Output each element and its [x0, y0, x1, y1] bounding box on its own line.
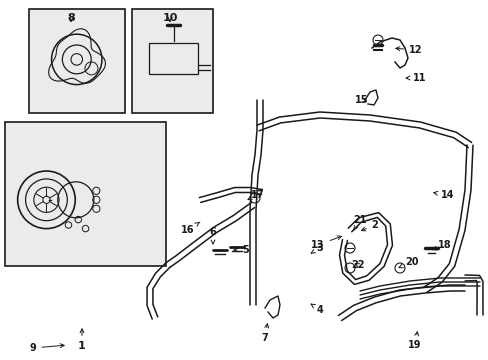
Text: 19: 19 [407, 332, 421, 350]
Bar [149, 43, 198, 74]
Text: 21: 21 [352, 215, 366, 230]
Text: 3: 3 [310, 243, 323, 253]
Text: 10: 10 [162, 13, 177, 23]
Text: 8: 8 [67, 13, 75, 23]
Text: 11: 11 [405, 73, 426, 83]
Text: 1: 1 [78, 329, 86, 351]
Text: 18: 18 [432, 240, 451, 250]
Bar [5, 122, 166, 266]
Text: 4: 4 [310, 304, 323, 315]
Text: 5: 5 [233, 245, 249, 255]
Text: 15: 15 [354, 95, 368, 105]
Text: 17: 17 [247, 190, 264, 200]
Text: 9: 9 [30, 343, 64, 353]
Text: 14: 14 [433, 190, 454, 200]
Text: 20: 20 [398, 257, 418, 268]
Bar [132, 9, 212, 113]
Text: 6: 6 [209, 227, 216, 244]
Bar [29, 9, 124, 113]
Text: 13: 13 [311, 236, 341, 250]
Text: 22: 22 [350, 260, 364, 270]
Text: 2: 2 [361, 220, 378, 231]
Text: 7: 7 [261, 324, 268, 343]
Text: 16: 16 [181, 222, 200, 235]
Text: 12: 12 [395, 45, 422, 55]
